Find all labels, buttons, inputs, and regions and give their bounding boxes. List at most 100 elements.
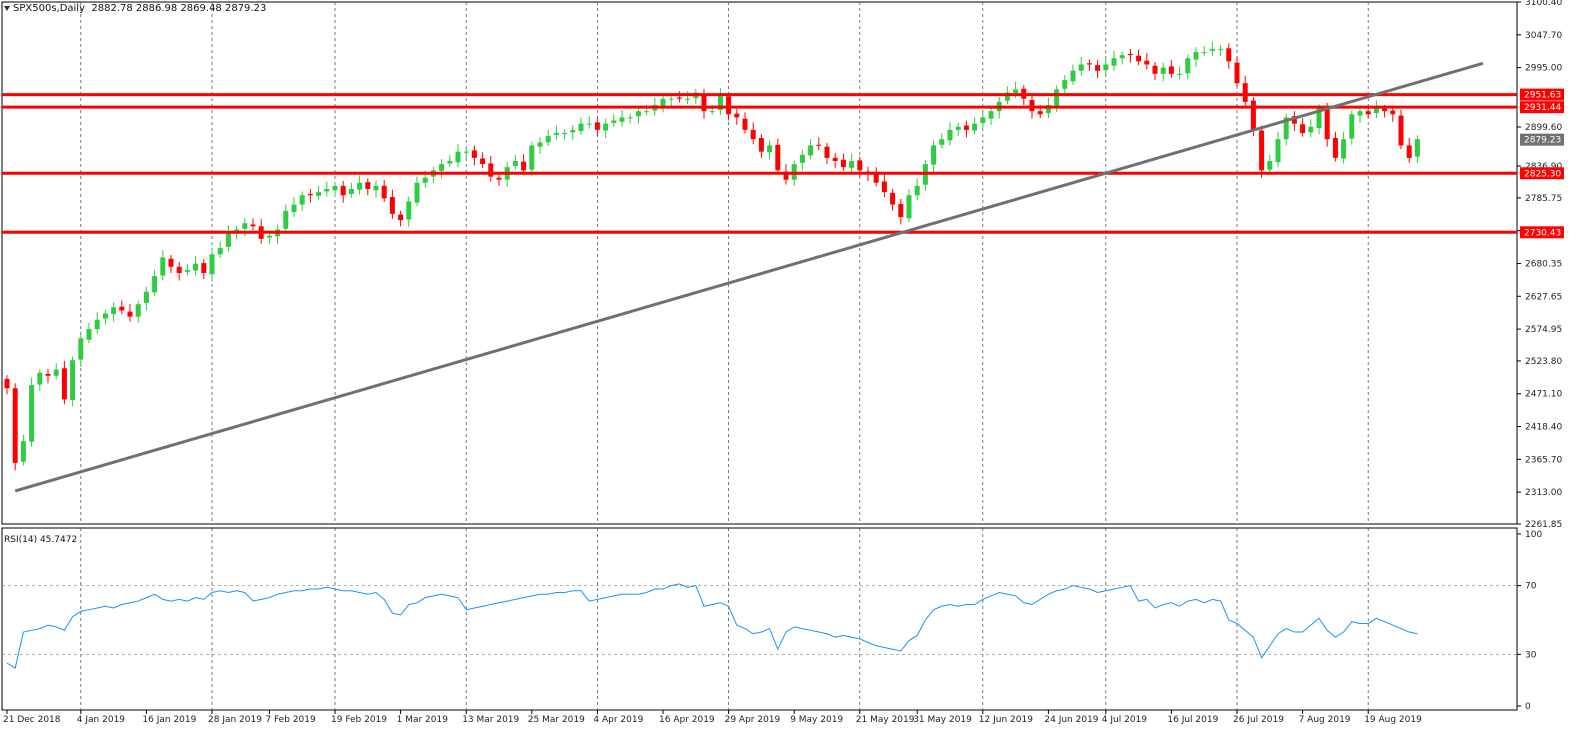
candle-body	[537, 142, 543, 147]
candle-body	[955, 126, 961, 130]
candle-body	[1086, 63, 1092, 65]
candle-body	[529, 145, 535, 170]
candle-body	[1300, 124, 1306, 133]
candle-body	[1037, 111, 1043, 115]
candle-body	[1127, 53, 1133, 56]
candle-body	[29, 385, 35, 442]
candle-body	[1291, 116, 1297, 124]
candle-body	[455, 151, 461, 163]
candle-body	[1382, 108, 1388, 112]
candle-body	[1070, 70, 1076, 82]
ohlc-readout: 2882.78 2886.98 2869.48 2879.23	[91, 3, 267, 14]
candle-body	[1267, 160, 1273, 170]
candle-body	[734, 113, 740, 118]
level-tag-bg	[1520, 167, 1564, 180]
candle-body	[1029, 99, 1035, 112]
level-tag-bg	[1520, 101, 1564, 114]
candle-body	[1119, 55, 1125, 59]
candle-body	[12, 388, 18, 463]
candle-body	[562, 132, 568, 134]
candle-body	[283, 210, 289, 229]
candle-body	[1004, 92, 1010, 101]
candle-body	[1160, 67, 1166, 74]
level-price-tags: 2951.63 2931.44 2825.30 2730.43 2879.23	[1520, 88, 1564, 239]
date-tick-label: 4 Apr 2019	[593, 715, 643, 725]
candle-body	[1177, 73, 1183, 75]
candle-body	[627, 117, 633, 119]
candle-body	[340, 185, 346, 196]
date-tick-label: 26 Jul 2019	[1233, 715, 1284, 725]
date-tick-label: 9 May 2019	[790, 715, 843, 725]
price-tick-label: 2471.10	[1525, 390, 1562, 400]
rsi-tick-label: 0	[1525, 702, 1531, 712]
candle-body	[1373, 108, 1379, 114]
candle-body	[668, 98, 674, 100]
candle-body	[947, 129, 953, 141]
candle-body	[316, 192, 322, 196]
candle-body	[119, 306, 125, 311]
candle-body	[701, 93, 707, 112]
candle-body	[1095, 65, 1101, 71]
candle-body	[512, 160, 518, 166]
candle-body	[61, 368, 67, 400]
candle-body	[135, 304, 141, 317]
candle-body	[225, 232, 231, 247]
candle-body	[726, 96, 732, 115]
candle-body	[78, 338, 84, 360]
price-tick-label: 2680.35	[1525, 259, 1562, 269]
candle-body	[1209, 48, 1215, 51]
candle-body	[53, 369, 59, 376]
candle-body	[799, 154, 805, 163]
candle-body	[816, 144, 822, 146]
candle-body	[357, 182, 363, 190]
date-tick-label: 25 Mar 2019	[528, 715, 585, 725]
candle-body	[217, 248, 223, 255]
candle-body	[45, 373, 51, 376]
candle-body	[767, 145, 773, 153]
candle-body	[488, 163, 494, 177]
candle-body	[931, 145, 937, 165]
candle-body	[1062, 80, 1068, 89]
rsi-axis: 100 70 30 0	[1517, 530, 1542, 712]
collapse-arrow-icon[interactable]	[4, 5, 10, 11]
candle-body	[4, 378, 10, 389]
candle-body	[783, 171, 789, 180]
candle-body	[611, 120, 617, 124]
candle-body	[1349, 114, 1355, 139]
candle-body	[709, 111, 715, 113]
candle-body	[1078, 64, 1084, 71]
candle-body	[1250, 100, 1256, 130]
price-tick-label: 2313.00	[1525, 488, 1562, 498]
candle-body	[381, 185, 387, 199]
rsi-panel: 100 70 30 0	[1, 527, 1542, 712]
candle-body	[988, 111, 994, 119]
candle-body	[1226, 48, 1232, 62]
candle-body	[635, 111, 641, 117]
date-axis: 21 Dec 2018 4 Jan 2019 16 Jan 2019 28 Jan 2…	[3, 710, 1422, 725]
date-tick-label: 16 Jul 2019	[1167, 715, 1218, 725]
current-price-tag-label: 2879.23	[1524, 136, 1561, 146]
candle-body	[1390, 110, 1396, 115]
candle-body	[111, 307, 117, 315]
date-tick-label: 1 Mar 2019	[397, 715, 449, 725]
candle-body	[291, 204, 297, 213]
candle-body	[324, 188, 330, 192]
candle-body	[102, 313, 108, 319]
candle-body	[1283, 117, 1289, 140]
candle-body	[972, 123, 978, 131]
current-price-tag-bg	[1520, 133, 1564, 146]
candle-body	[496, 177, 502, 180]
date-tick-label: 31 May 2019	[913, 715, 972, 725]
level-tag-label: 2730.43	[1524, 228, 1561, 238]
candle-body	[414, 182, 420, 203]
price-axis: 3100.40 3047.70 2995.00 2899.60 2836.90 2785.…	[1517, 0, 1562, 530]
level-tag-bg	[1520, 88, 1564, 101]
candle-body	[873, 173, 879, 183]
date-tick-label: 7 Feb 2019	[265, 715, 316, 725]
trendline[interactable]	[14, 61, 1484, 493]
candle-body	[906, 195, 912, 219]
candle-body	[176, 266, 182, 274]
level-tag-label: 2951.63	[1524, 91, 1561, 101]
candle-body	[1193, 52, 1199, 60]
vertical-grid	[80, 2, 1369, 524]
